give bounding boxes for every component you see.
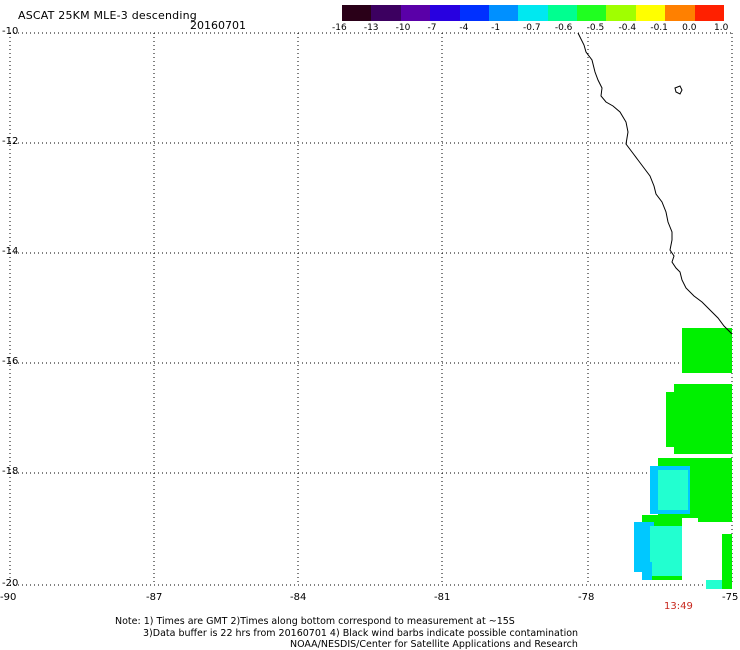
product-title: ASCAT 25KM MLE-3 descending — [18, 9, 197, 22]
island-outline — [674, 85, 683, 95]
colorbar-swatch — [459, 5, 490, 21]
lat-label: -10 — [2, 26, 19, 37]
colorbar-label: -13 — [363, 23, 379, 33]
data-block — [706, 580, 722, 589]
pass-time-label: 13:49 — [664, 601, 693, 612]
lat-label: -18 — [2, 466, 19, 477]
map-plot — [9, 32, 733, 589]
colorbar-label: -0.5 — [586, 23, 605, 33]
lat-label: -14 — [2, 246, 19, 257]
colorbar-label: 0.0 — [682, 23, 697, 33]
peru-coastline — [577, 32, 733, 335]
colorbar-swatch — [606, 5, 637, 21]
lon-label: -90 — [0, 592, 17, 603]
lat-label: -20 — [2, 578, 19, 589]
lon-label: -78 — [578, 592, 595, 603]
colorbar-swatch — [430, 5, 461, 21]
data-block — [722, 534, 732, 589]
colorbar-swatch — [342, 5, 372, 21]
colorbar-label: -0.6 — [554, 23, 573, 33]
note-line-3: NOAA/NESDIS/Center for Satellite Applica… — [290, 639, 578, 650]
data-block — [634, 522, 654, 572]
colorbar-swatch — [518, 5, 549, 21]
colorbar-swatch — [488, 5, 519, 21]
grid-lines — [9, 32, 733, 586]
note-line-2: 3)Data buffer is 22 hrs from 20160701 4)… — [143, 628, 579, 639]
ascat-swath — [634, 328, 732, 589]
lat-label: -12 — [2, 136, 19, 147]
colorbar-swatch — [400, 5, 431, 21]
colorbar-swatch — [371, 5, 402, 21]
coastline — [577, 32, 733, 335]
lon-label: -84 — [290, 592, 307, 603]
colorbar-label: -0.7 — [523, 23, 541, 33]
colorbar-swatch — [694, 5, 725, 21]
data-block — [682, 328, 732, 373]
lat-label: -16 — [2, 356, 19, 367]
colorbar-label: -0.1 — [650, 23, 668, 33]
colorbar-swatch — [635, 5, 666, 21]
colorbar-label: -7 — [427, 23, 437, 33]
colorbar-label: -16 — [332, 23, 347, 33]
data-block — [650, 526, 682, 576]
lon-label: -87 — [146, 592, 163, 603]
colorbar-label: 1.0 — [714, 23, 729, 33]
product-date: 20160701 — [190, 19, 246, 32]
data-block — [698, 490, 732, 522]
colorbar-label: -0.4 — [618, 23, 637, 33]
note-line-1: Note: 1) Times are GMT 2)Times along bot… — [115, 616, 515, 627]
colorbar-label: -1 — [491, 23, 501, 33]
colorbar-label: -10 — [395, 23, 411, 33]
lon-label: -81 — [434, 592, 451, 603]
colorbar: -16 -13 -10 -7 -4 -1 -0.7 -0.6 -0.5 -0.4 -0.1 0.0 1.… — [332, 0, 728, 34]
data-block — [658, 470, 688, 510]
colorbar-label: -4 — [459, 23, 469, 33]
data-block — [642, 562, 652, 580]
lon-label: -75 — [722, 592, 739, 603]
data-block — [666, 392, 686, 447]
colorbar-swatch — [665, 5, 696, 21]
colorbar-swatch — [547, 5, 578, 21]
colorbar-swatch — [577, 5, 607, 21]
